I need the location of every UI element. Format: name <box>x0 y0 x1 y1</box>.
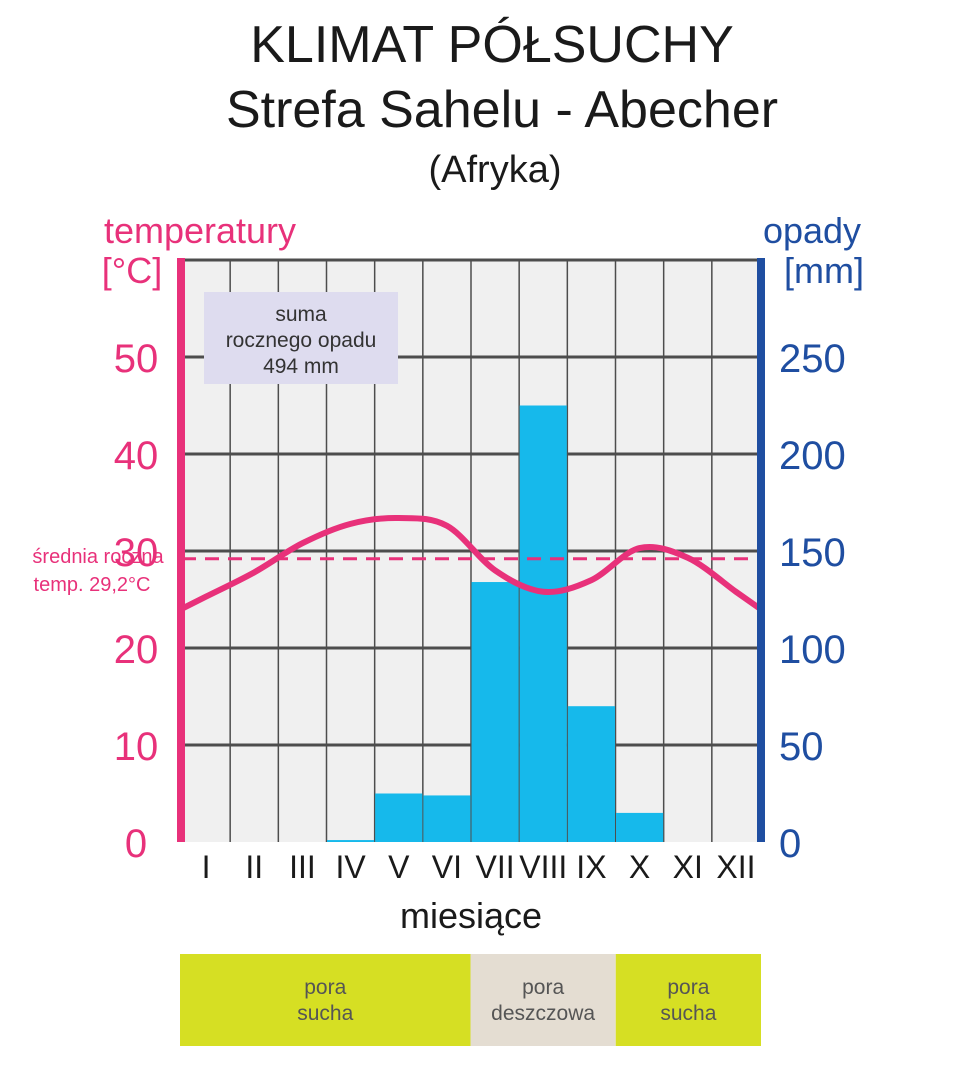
left-tick-50: 50 <box>114 337 159 381</box>
x-tick-I: I <box>202 849 211 885</box>
precip-bar-VII <box>471 582 519 842</box>
season-label-3-line1: pora <box>667 976 709 999</box>
annotation-line-1: suma <box>275 303 327 326</box>
left-axis-title: temperatury <box>104 210 296 251</box>
left-tick-0: 0 <box>125 822 147 866</box>
season-label-1-line2: sucha <box>297 1002 353 1025</box>
right-tick-100: 100 <box>779 628 846 672</box>
right-axis-unit: [mm] <box>784 250 864 291</box>
x-tick-II: II <box>245 849 263 885</box>
x-tick-labels: I II III IV V VI VII VIII IX X XI XII <box>202 849 756 885</box>
right-tick-250: 250 <box>779 337 846 381</box>
precip-bar-IX <box>567 706 615 842</box>
annotation-line-2: rocznego opadu <box>226 329 377 352</box>
x-tick-XII: XII <box>716 849 755 885</box>
x-tick-VI: VI <box>432 849 462 885</box>
chart-subtitle: Strefa Sahelu - Abecher <box>226 81 778 139</box>
left-tick-30: 30 <box>114 531 159 575</box>
season-label-1-line1: pora <box>304 976 346 999</box>
x-tick-VII: VII <box>476 849 515 885</box>
left-tick-20: 20 <box>114 628 159 672</box>
right-tick-50: 50 <box>779 725 824 769</box>
right-tick-0: 0 <box>779 822 801 866</box>
x-tick-V: V <box>388 849 410 885</box>
precip-bar-V <box>375 793 423 842</box>
x-tick-XI: XI <box>673 849 703 885</box>
season-block-1 <box>180 954 471 1046</box>
temperature-line <box>179 515 763 612</box>
precip-bar-X <box>616 812 664 842</box>
season-block-3 <box>615 954 761 1046</box>
right-tick-labels: 0 50 100 150 200 250 <box>779 337 846 866</box>
left-axis-unit: [°C] <box>102 250 162 291</box>
x-tick-IX: IX <box>576 849 606 885</box>
season-label-2-line1: pora <box>522 976 564 999</box>
annotation-line-3: 494 mm <box>263 355 339 378</box>
season-label-3-line2: sucha <box>660 1002 716 1025</box>
season-label-2-line2: deszczowa <box>491 1002 595 1025</box>
annual-mean-label-2: temp. 29,2°C <box>34 574 151 596</box>
chart-region: (Afryka) <box>429 149 562 191</box>
left-tick-40: 40 <box>114 434 159 478</box>
precip-bar-VI <box>423 795 471 842</box>
chart-title: KLIMAT PÓŁSUCHY <box>250 16 734 74</box>
annotation-box <box>204 292 398 384</box>
precipitation-bars <box>327 405 664 842</box>
season-bar: pora sucha pora deszczowa pora sucha <box>180 954 761 1046</box>
right-tick-150: 150 <box>779 531 846 575</box>
left-tick-labels: 0 10 20 30 40 50 <box>114 337 159 866</box>
right-tick-200: 200 <box>779 434 846 478</box>
x-tick-IV: IV <box>335 849 366 885</box>
annual-mean-label-1: średnia roczna <box>32 546 164 568</box>
precip-bar-VIII <box>519 405 567 842</box>
x-tick-III: III <box>289 849 316 885</box>
x-axis-label: miesiące <box>400 895 542 936</box>
x-tick-X: X <box>629 849 650 885</box>
precip-bar-IV <box>327 840 375 842</box>
right-axis-title: opady <box>763 210 861 251</box>
left-tick-10: 10 <box>114 725 159 769</box>
x-tick-VIII: VIII <box>519 849 567 885</box>
season-block-2 <box>470 954 616 1046</box>
